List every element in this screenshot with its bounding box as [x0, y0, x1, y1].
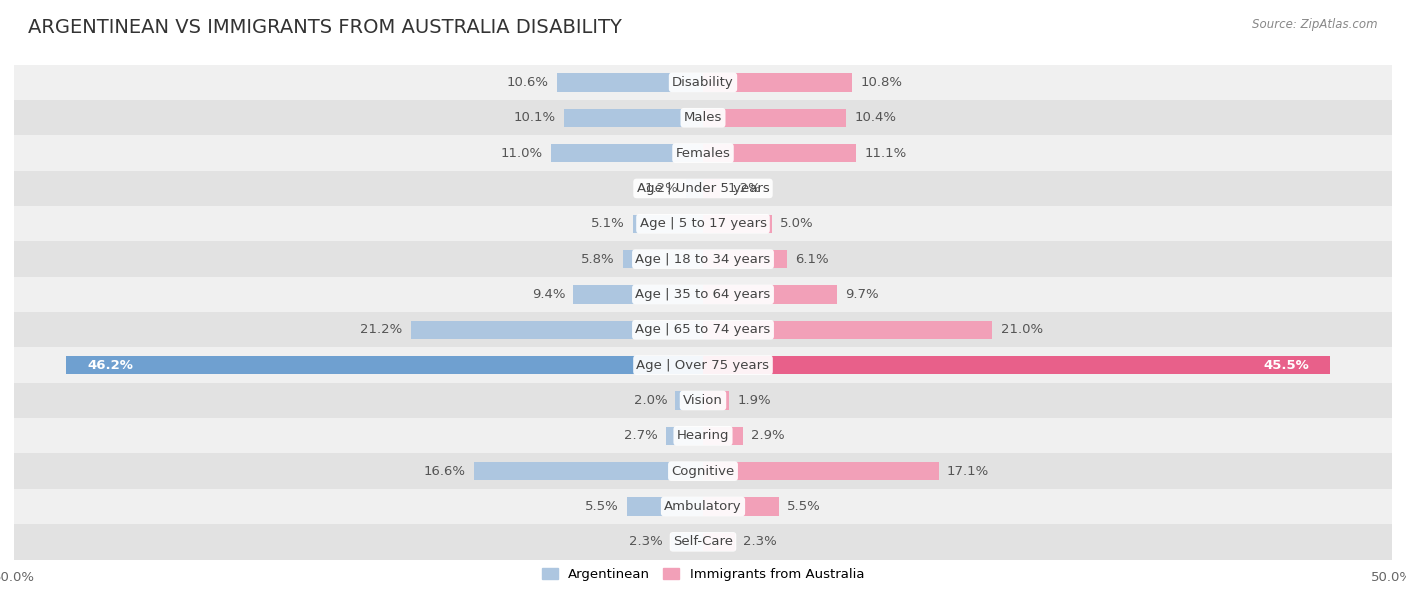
Text: 45.5%: 45.5% — [1264, 359, 1309, 371]
Text: Age | 18 to 34 years: Age | 18 to 34 years — [636, 253, 770, 266]
Text: Age | 5 to 17 years: Age | 5 to 17 years — [640, 217, 766, 230]
Bar — [703, 108, 846, 127]
Text: Disability: Disability — [672, 76, 734, 89]
Text: Males: Males — [683, 111, 723, 124]
Text: 1.2%: 1.2% — [728, 182, 762, 195]
Text: 21.0%: 21.0% — [1001, 323, 1043, 336]
Bar — [14, 135, 1392, 171]
Text: 46.2%: 46.2% — [87, 359, 134, 371]
Text: 6.1%: 6.1% — [796, 253, 830, 266]
Bar — [703, 427, 742, 445]
Text: Females: Females — [675, 147, 731, 160]
Text: Self-Care: Self-Care — [673, 536, 733, 548]
Text: 11.1%: 11.1% — [865, 147, 907, 160]
Text: 2.7%: 2.7% — [624, 429, 658, 442]
Text: 2.9%: 2.9% — [751, 429, 785, 442]
Text: 10.1%: 10.1% — [513, 111, 555, 124]
Text: 16.6%: 16.6% — [425, 465, 465, 477]
Bar — [14, 453, 1392, 489]
Text: Cognitive: Cognitive — [672, 465, 734, 477]
Text: 2.3%: 2.3% — [630, 536, 664, 548]
Text: Ambulatory: Ambulatory — [664, 500, 742, 513]
Bar — [564, 108, 703, 127]
Text: 1.2%: 1.2% — [644, 182, 678, 195]
Bar — [14, 312, 1392, 348]
Bar — [703, 250, 787, 268]
Bar — [14, 171, 1392, 206]
Bar — [14, 242, 1392, 277]
Text: 5.0%: 5.0% — [780, 217, 814, 230]
Legend: Argentinean, Immigrants from Australia: Argentinean, Immigrants from Australia — [537, 563, 869, 586]
Bar — [666, 427, 703, 445]
Bar — [703, 498, 779, 516]
Bar — [703, 321, 993, 339]
Bar — [703, 215, 772, 233]
Bar — [14, 277, 1392, 312]
Text: 17.1%: 17.1% — [946, 465, 990, 477]
Bar — [627, 498, 703, 516]
Text: Vision: Vision — [683, 394, 723, 407]
Bar — [671, 532, 703, 551]
Bar — [703, 73, 852, 92]
Bar — [14, 418, 1392, 453]
Text: 9.7%: 9.7% — [845, 288, 879, 301]
Bar — [633, 215, 703, 233]
Text: 2.0%: 2.0% — [634, 394, 668, 407]
Text: 5.5%: 5.5% — [787, 500, 821, 513]
Text: 9.4%: 9.4% — [531, 288, 565, 301]
Bar — [675, 391, 703, 409]
Text: Source: ZipAtlas.com: Source: ZipAtlas.com — [1253, 18, 1378, 31]
Bar — [623, 250, 703, 268]
Text: 11.0%: 11.0% — [501, 147, 543, 160]
Text: 5.5%: 5.5% — [585, 500, 619, 513]
Text: Age | 65 to 74 years: Age | 65 to 74 years — [636, 323, 770, 336]
Text: 2.3%: 2.3% — [742, 536, 776, 548]
Text: Age | 35 to 64 years: Age | 35 to 64 years — [636, 288, 770, 301]
Bar — [551, 144, 703, 162]
Bar — [686, 179, 703, 198]
Text: 10.6%: 10.6% — [506, 76, 548, 89]
Bar — [66, 356, 703, 375]
Bar — [14, 382, 1392, 418]
Bar — [557, 73, 703, 92]
Bar — [703, 356, 1330, 375]
Bar — [14, 100, 1392, 135]
Bar — [14, 348, 1392, 382]
Bar — [14, 489, 1392, 524]
Bar — [703, 144, 856, 162]
Bar — [411, 321, 703, 339]
Bar — [14, 206, 1392, 242]
Bar — [14, 524, 1392, 559]
Bar — [703, 391, 730, 409]
Bar — [703, 285, 837, 304]
Bar — [474, 462, 703, 480]
Bar — [703, 179, 720, 198]
Text: Age | Under 5 years: Age | Under 5 years — [637, 182, 769, 195]
Text: 21.2%: 21.2% — [360, 323, 402, 336]
Text: 1.9%: 1.9% — [738, 394, 770, 407]
Bar — [703, 462, 939, 480]
Text: 5.8%: 5.8% — [581, 253, 614, 266]
Text: 10.8%: 10.8% — [860, 76, 903, 89]
Bar — [14, 65, 1392, 100]
Text: Age | Over 75 years: Age | Over 75 years — [637, 359, 769, 371]
Bar — [703, 532, 735, 551]
Bar — [574, 285, 703, 304]
Text: Hearing: Hearing — [676, 429, 730, 442]
Text: 5.1%: 5.1% — [591, 217, 624, 230]
Text: ARGENTINEAN VS IMMIGRANTS FROM AUSTRALIA DISABILITY: ARGENTINEAN VS IMMIGRANTS FROM AUSTRALIA… — [28, 18, 621, 37]
Text: 10.4%: 10.4% — [855, 111, 897, 124]
